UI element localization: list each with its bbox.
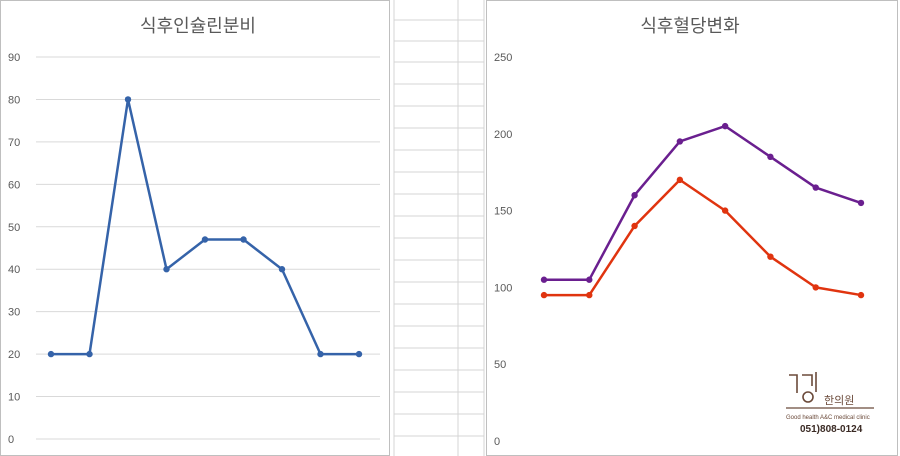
data-point — [857, 199, 865, 207]
spreadsheet-background — [393, 0, 485, 456]
data-point — [47, 350, 55, 358]
insulin-y-axis: 0 10 20 30 40 50 60 70 80 90 — [8, 52, 20, 446]
glucose-chart: 식후혈당변화 0 50 100 150 200 250 — [486, 0, 898, 456]
data-point — [355, 350, 363, 358]
y-tick-label: 0 — [494, 436, 500, 448]
y-tick-label: 0 — [8, 434, 14, 446]
data-point — [721, 122, 729, 130]
data-point — [317, 350, 324, 358]
y-tick-label: 30 — [8, 307, 20, 319]
data-point — [540, 276, 548, 283]
series-line-2 — [544, 178, 862, 297]
data-point — [240, 236, 247, 243]
y-tick-label: 100 — [494, 282, 512, 294]
glucose-chart-title: 식후혈당변화 — [640, 16, 739, 37]
insulin-series — [47, 96, 363, 358]
data-point — [812, 184, 819, 191]
y-tick-label: 80 — [8, 94, 20, 106]
data-point — [857, 291, 865, 299]
glucose-y-axis: 0 50 100 150 200 250 — [494, 52, 512, 448]
data-point — [767, 153, 774, 161]
insulin-chart-title: 식후인슐린분비 — [140, 16, 256, 37]
clinic-logo-phone: 051)808-0124 — [800, 424, 863, 435]
y-tick-label: 40 — [8, 264, 20, 276]
y-tick-label: 60 — [8, 179, 20, 191]
clinic-logo-name: 한의원 — [824, 394, 854, 407]
y-tick-label: 20 — [8, 349, 20, 361]
y-tick-label: 70 — [8, 137, 20, 149]
series-line-1 — [544, 124, 862, 281]
data-point — [201, 236, 209, 243]
data-point — [540, 291, 548, 299]
data-point — [676, 138, 684, 145]
data-point — [86, 350, 93, 358]
y-tick-label: 50 — [8, 222, 20, 234]
y-tick-label: 150 — [494, 206, 512, 218]
data-point — [812, 284, 819, 291]
clinic-logo: 한의원 Good health A&C medical clinic 051)8… — [786, 372, 874, 435]
glucose-series — [540, 122, 865, 299]
clinic-logo-tagline: Good health A&C medical clinic — [786, 415, 870, 421]
data-point — [163, 266, 170, 273]
data-point — [586, 276, 593, 283]
insulin-chart-panel — [0, 0, 390, 456]
y-tick-label: 200 — [494, 129, 512, 141]
data-point — [767, 253, 774, 260]
data-point — [586, 291, 593, 299]
data-point — [631, 192, 638, 199]
data-point — [124, 96, 132, 103]
data-point — [278, 266, 286, 273]
clinic-logo-mark — [786, 372, 874, 409]
insulin-chart: 식후인슐린분비 0 10 20 30 40 50 60 70 80 90 — [0, 0, 390, 456]
y-tick-label: 250 — [494, 52, 512, 64]
y-tick-label: 10 — [8, 392, 20, 404]
glucose-chart-panel — [486, 0, 898, 456]
data-point — [721, 207, 729, 214]
insulin-gridlines — [36, 56, 380, 440]
y-tick-label: 50 — [494, 359, 506, 371]
data-point — [631, 222, 638, 230]
data-point — [676, 176, 684, 184]
y-tick-label: 90 — [8, 52, 20, 64]
